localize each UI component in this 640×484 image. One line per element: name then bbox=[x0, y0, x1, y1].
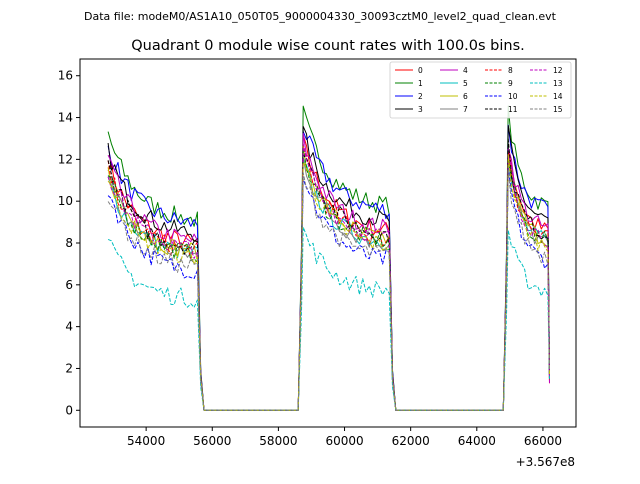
series-line-15 bbox=[107, 168, 550, 411]
legend-label: 5 bbox=[463, 79, 468, 88]
legend-label: 7 bbox=[463, 105, 468, 114]
chart-suptitle: Data file: modeM0/AS1A10_050T05_90000043… bbox=[84, 10, 557, 23]
chart-title: Quadrant 0 module wise count rates with … bbox=[131, 38, 525, 54]
series-line-3 bbox=[107, 125, 550, 411]
legend-box bbox=[389, 61, 572, 119]
series-lines bbox=[107, 105, 550, 411]
x-tick-label: 66000 bbox=[524, 434, 562, 448]
y-tick-label: 6 bbox=[65, 278, 73, 292]
legend-label: 1 bbox=[418, 79, 423, 88]
plot-area: 54000 56000 58000 60000 62000 64000 66000 0 2 4 6 8… bbox=[58, 58, 577, 448]
x-tick-label: 62000 bbox=[392, 434, 430, 448]
legend-label: 4 bbox=[463, 66, 468, 75]
series-line-7 bbox=[107, 157, 550, 411]
legend-label: 10 bbox=[508, 92, 518, 101]
series-line-11 bbox=[107, 138, 550, 411]
x-tick-label: 54000 bbox=[127, 434, 165, 448]
legend-label: 0 bbox=[418, 66, 423, 75]
x-offset-label: +3.567e8 bbox=[516, 455, 575, 469]
series-line-6 bbox=[107, 145, 550, 411]
series-line-0 bbox=[107, 134, 550, 411]
x-tick-label: 56000 bbox=[193, 434, 231, 448]
x-tick-label: 58000 bbox=[259, 434, 297, 448]
x-tick-label: 60000 bbox=[325, 434, 363, 448]
x-tick-label: 64000 bbox=[458, 434, 496, 448]
legend-label: 9 bbox=[508, 79, 513, 88]
y-tick-label: 14 bbox=[58, 111, 73, 125]
legend-label: 15 bbox=[553, 105, 563, 114]
series-line-13 bbox=[107, 226, 550, 411]
legend-label: 12 bbox=[553, 66, 563, 75]
legend-label: 8 bbox=[508, 66, 513, 75]
legend-label: 13 bbox=[553, 79, 563, 88]
y-tick-label: 4 bbox=[65, 320, 73, 334]
series-line-12 bbox=[107, 143, 550, 411]
legend-label: 6 bbox=[463, 92, 468, 101]
y-tick-label: 12 bbox=[58, 152, 73, 166]
legend-label: 2 bbox=[418, 92, 423, 101]
legend-label: 3 bbox=[418, 105, 423, 114]
legend-label: 11 bbox=[508, 105, 518, 114]
legend-label: 14 bbox=[553, 92, 563, 101]
y-tick-label: 10 bbox=[58, 194, 73, 208]
series-line-9 bbox=[107, 147, 550, 411]
y-tick-label: 16 bbox=[58, 69, 73, 83]
series-line-2 bbox=[107, 124, 550, 411]
y-tick-label: 2 bbox=[65, 361, 73, 375]
series-line-8 bbox=[107, 144, 550, 411]
series-line-14 bbox=[107, 154, 550, 411]
y-tick-label: 0 bbox=[65, 403, 73, 417]
y-tick-label: 8 bbox=[65, 236, 73, 250]
series-line-5 bbox=[107, 158, 550, 411]
